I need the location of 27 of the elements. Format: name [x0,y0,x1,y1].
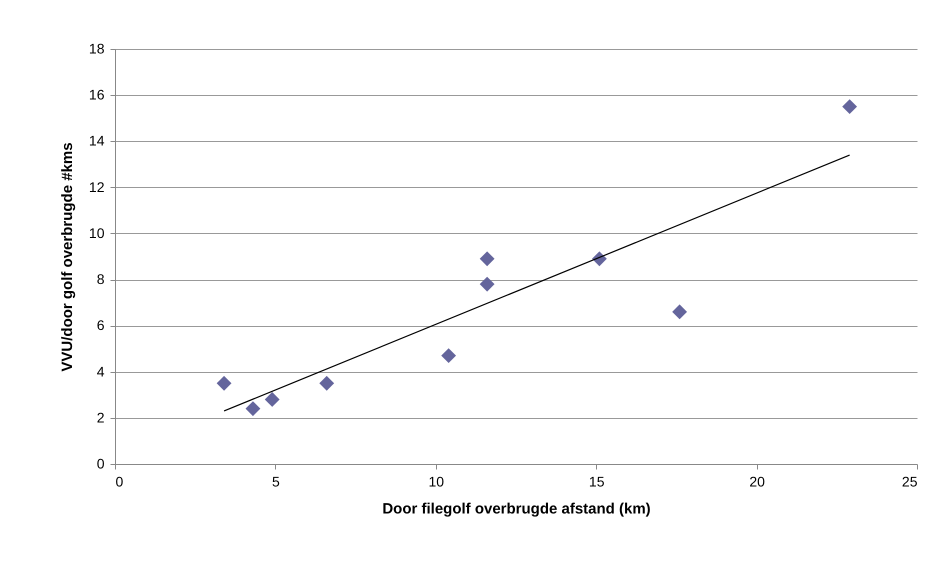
point [842,99,858,114]
y-tick-label: 0 [96,456,105,472]
y-tick-label: 8 [96,271,105,288]
x-tick-label: 15 [588,474,605,490]
y-axis-title: VVU/door golf overbrugde #kms [58,142,76,372]
x-axis-title: Door filegolf overbrugde afstand (km) [382,500,651,518]
y-tick-label: 18 [88,40,105,56]
y-tick-label: 4 [96,363,105,380]
point [246,401,260,416]
x-tick-label: 25 [902,474,918,490]
point [672,304,688,320]
x-tick-label: 20 [749,474,766,490]
x-tick-label: 10 [428,474,444,490]
y-tick-label: 12 [88,178,105,195]
point [480,251,495,266]
point [216,376,232,391]
y-tick-label: 14 [88,132,105,149]
y-tick-label: 6 [96,317,105,334]
y-tick-label: 10 [88,224,105,241]
x-tick-label: 5 [272,474,280,490]
point [480,276,495,292]
point [264,392,280,407]
point [319,376,334,391]
y-tick-label: 16 [88,86,105,103]
y-tick-label: 2 [96,409,105,426]
point [441,348,456,364]
x-tick-label: 0 [116,474,124,490]
